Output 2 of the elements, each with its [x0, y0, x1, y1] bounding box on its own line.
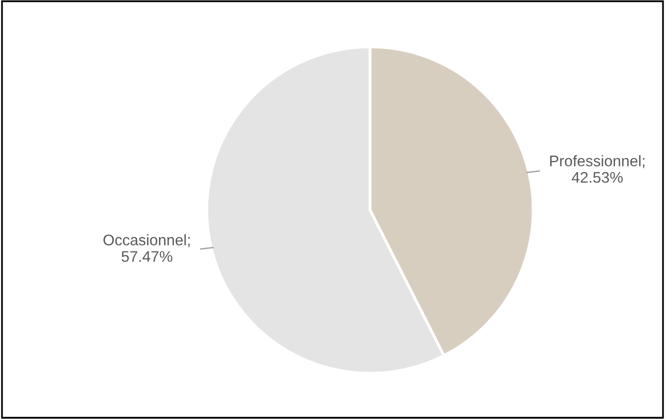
slice-label: Occasionnel; 57.47% [103, 234, 190, 262]
slice-label: Professionnel; 42.53% [550, 155, 644, 183]
